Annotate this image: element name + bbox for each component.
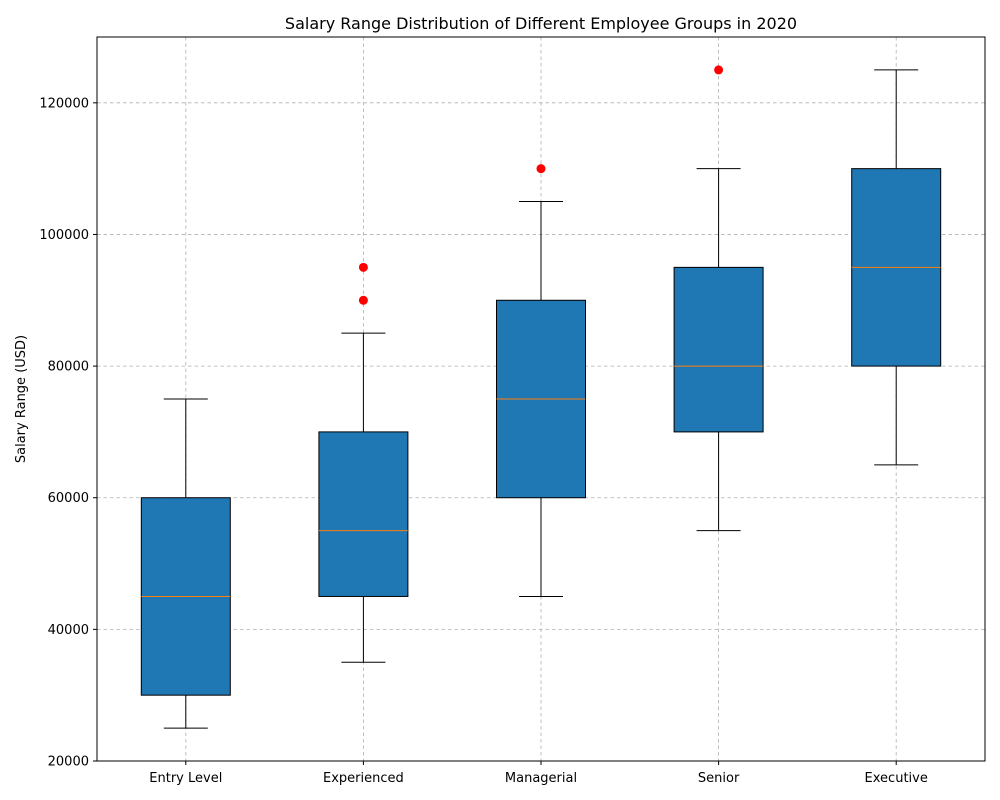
outlier-point <box>536 164 546 174</box>
outlier-point <box>714 65 724 75</box>
y-tick-label: 100000 <box>39 228 89 243</box>
box-group-entry-level <box>140 398 231 729</box>
tick-layer: 20000 40000 60000 80000 100000 120000 Entry Le… <box>39 96 927 786</box>
box-group-experienced <box>318 262 409 663</box>
y-tick-label: 40000 <box>48 623 89 638</box>
box-iqr <box>318 431 409 597</box>
chart-title: Salary Range Distribution of Different E… <box>285 14 797 33</box>
y-tick-label: 120000 <box>39 96 89 111</box>
y-tick-label: 60000 <box>48 491 89 506</box>
box-group-executive <box>851 69 942 466</box>
outlier-point <box>358 295 368 305</box>
y-tick-label: 80000 <box>48 360 89 375</box>
box-group-managerial <box>496 164 586 597</box>
y-tick-label: 20000 <box>48 755 89 770</box>
box-layer <box>140 65 942 729</box>
x-tick-label: Executive <box>865 771 928 786</box>
x-tick-label: Managerial <box>505 771 577 786</box>
box-iqr <box>673 266 764 433</box>
y-axis-label: Salary Range (USD) <box>14 335 29 463</box>
x-tick-label: Entry Level <box>149 771 222 786</box>
outlier-point <box>358 262 368 272</box>
x-tick-label: Senior <box>698 771 740 786</box>
box-group-senior <box>673 65 764 532</box>
x-tick-label: Experienced <box>323 771 404 786</box>
